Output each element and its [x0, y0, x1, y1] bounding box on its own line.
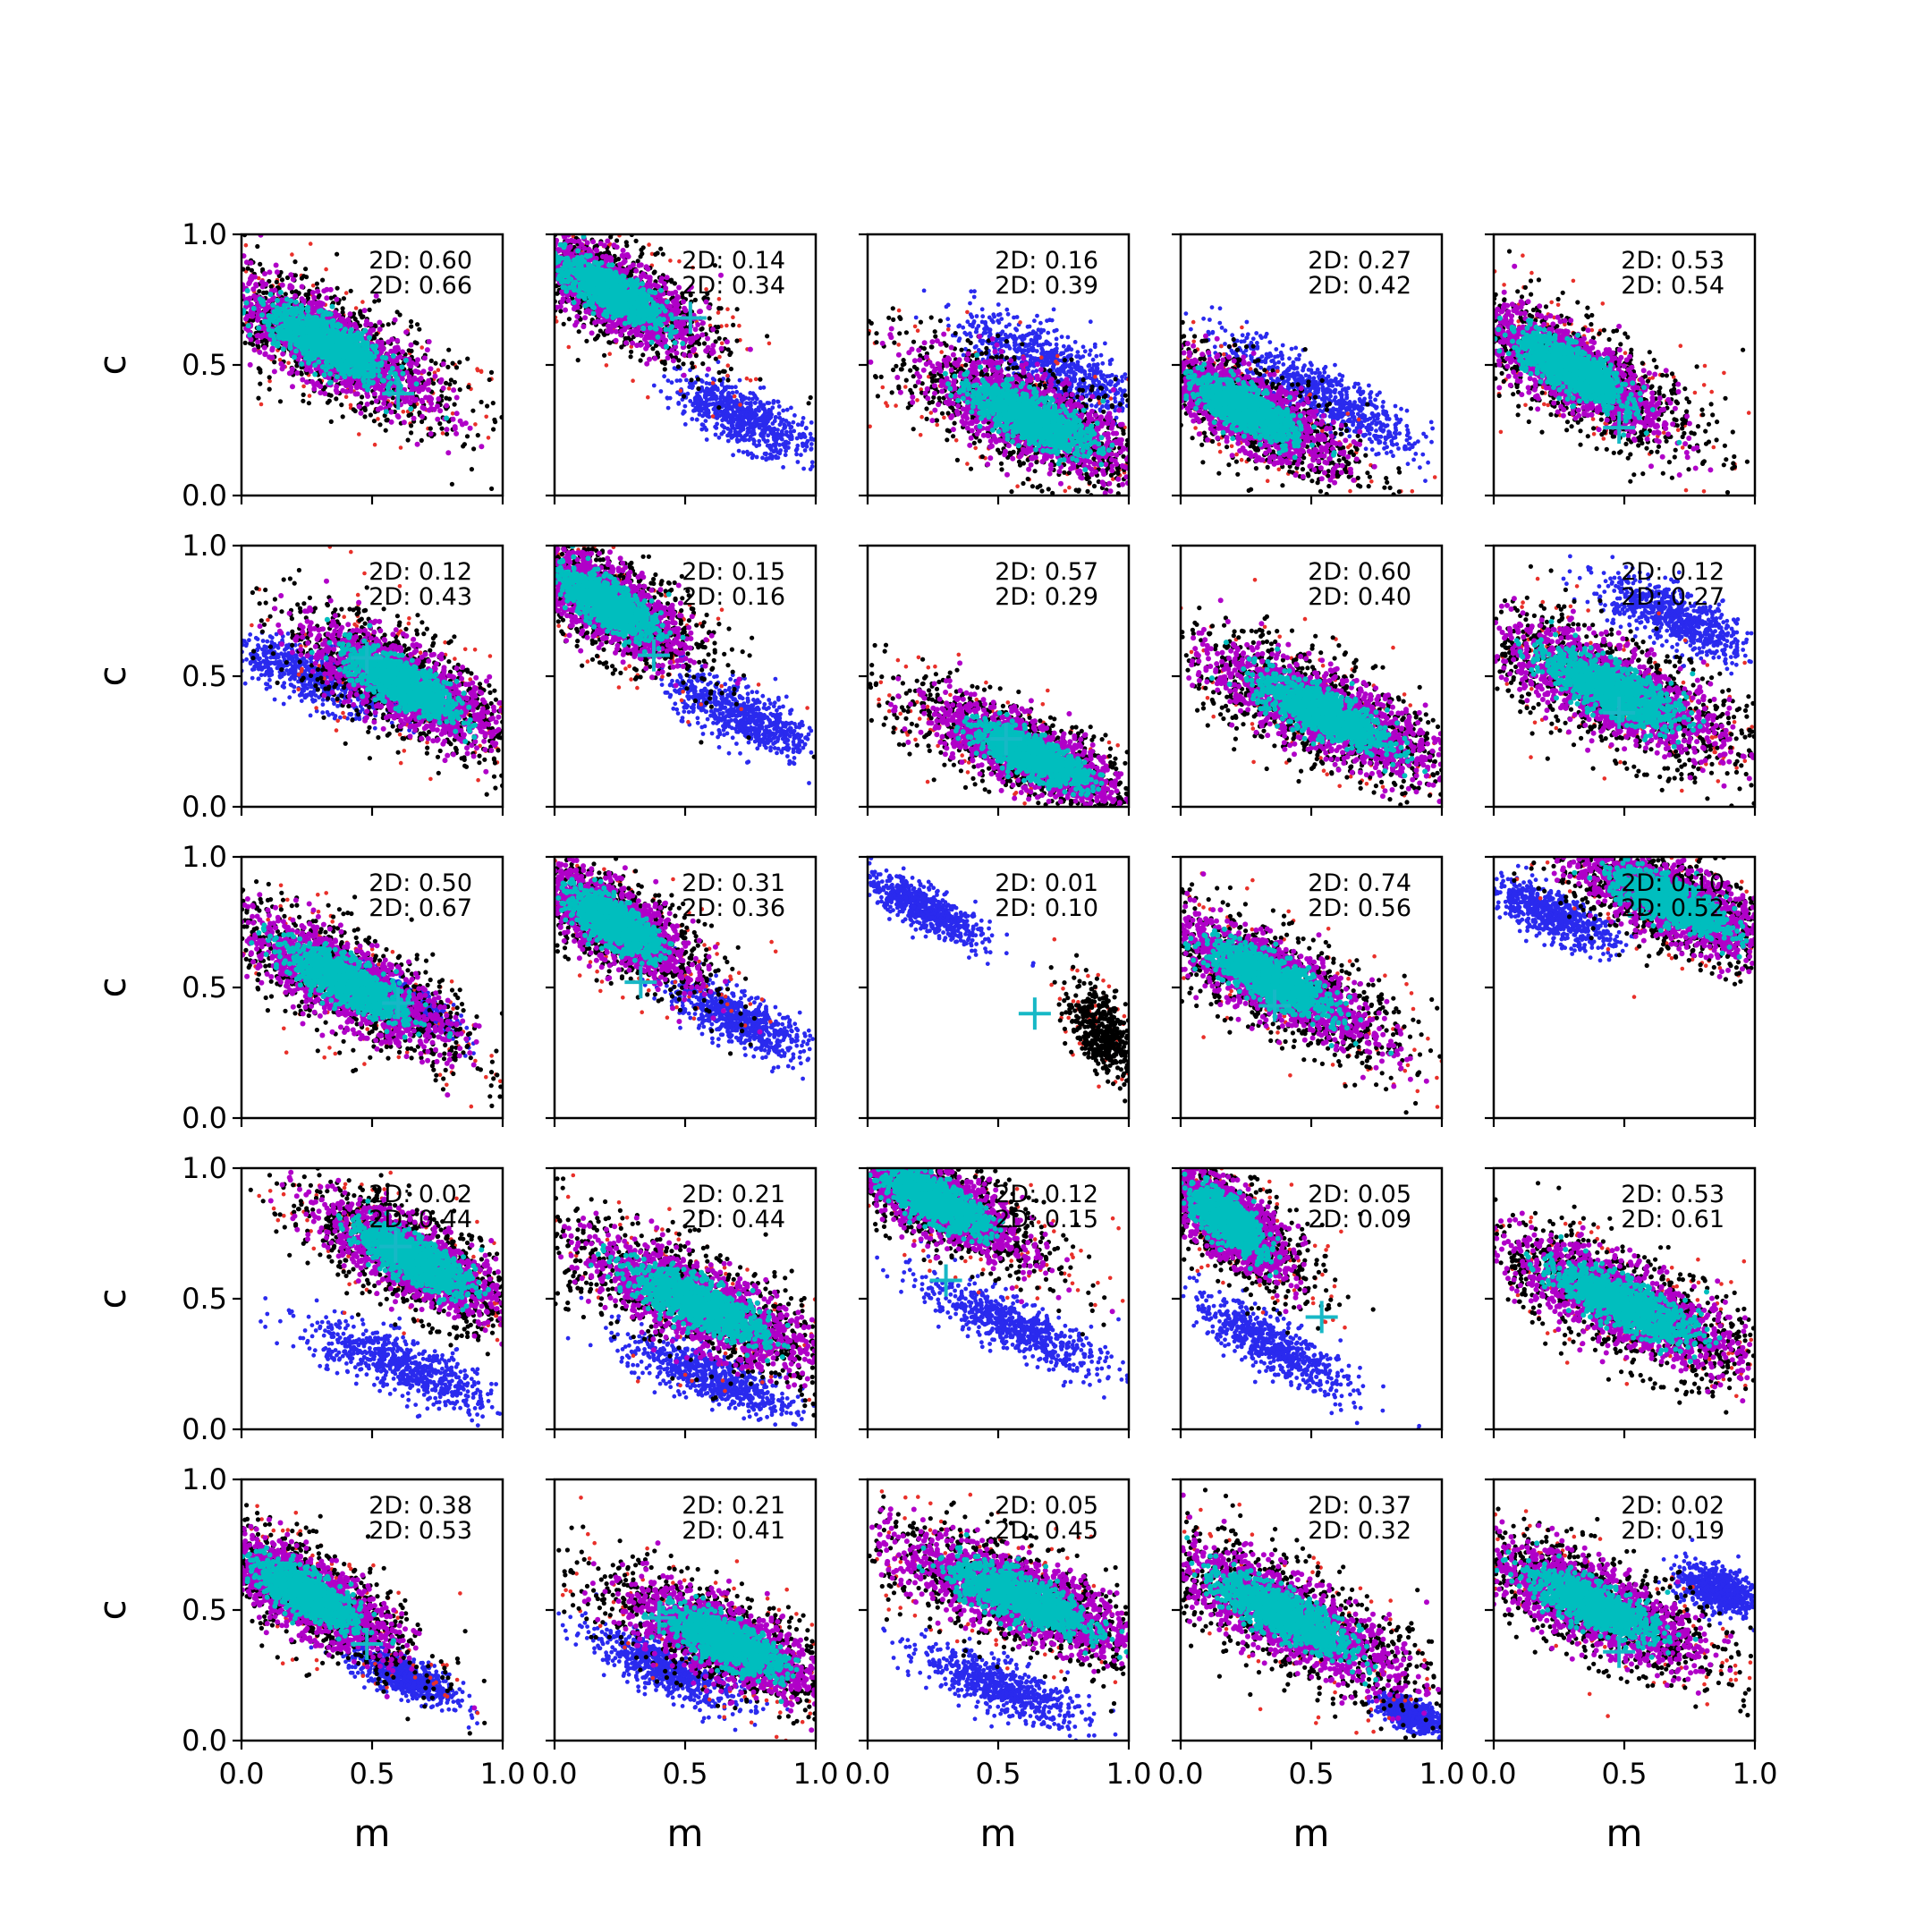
- x-axis-label: m: [667, 1811, 704, 1855]
- x-tick-label: 0.5: [350, 1757, 395, 1791]
- stat-label: 2D: 0.27: [1621, 583, 1724, 611]
- stat-label: 2D: 0.10: [995, 894, 1098, 922]
- x-tick-label: 1.0: [1419, 1757, 1465, 1791]
- stat-label: 2D: 0.19: [1621, 1517, 1724, 1545]
- x-tick-label: 1.0: [1106, 1757, 1152, 1791]
- stat-label: 2D: 0.44: [369, 1206, 472, 1233]
- y-tick-label: 0.5: [182, 659, 227, 693]
- x-tick-label: 0.0: [219, 1757, 265, 1791]
- x-tick-label: 1.0: [480, 1757, 526, 1791]
- stat-label: 2D: 0.43: [369, 583, 472, 611]
- stat-label: 2D: 0.12: [1621, 558, 1724, 586]
- x-tick-label: 0.5: [1289, 1757, 1335, 1791]
- x-tick-label: 0.5: [1602, 1757, 1648, 1791]
- stat-label: 2D: 0.36: [682, 894, 785, 922]
- stat-label: 2D: 0.12: [369, 558, 472, 586]
- stat-label: 2D: 0.29: [995, 583, 1098, 611]
- stat-label: 2D: 0.56: [1308, 894, 1411, 922]
- x-axis-label: m: [1293, 1811, 1330, 1855]
- x-tick-label: 0.0: [845, 1757, 891, 1791]
- stat-label: 2D: 0.45: [995, 1517, 1098, 1545]
- y-tick-label: 0.5: [182, 1593, 227, 1627]
- stat-label: 2D: 0.60: [369, 247, 472, 275]
- stat-label: 2D: 0.05: [1308, 1181, 1411, 1208]
- stat-label: 2D: 0.57: [995, 558, 1098, 586]
- stat-label: 2D: 0.05: [995, 1492, 1098, 1520]
- stat-label: 2D: 0.41: [682, 1517, 785, 1545]
- stat-label: 2D: 0.02: [1621, 1492, 1724, 1520]
- stat-label: 2D: 0.01: [995, 869, 1098, 897]
- stat-label: 2D: 0.60: [1308, 558, 1411, 586]
- stat-label: 2D: 0.31: [682, 869, 785, 897]
- x-tick-label: 0.0: [1471, 1757, 1517, 1791]
- y-tick-label: 0.0: [182, 790, 227, 824]
- stat-label: 2D: 0.16: [995, 247, 1098, 275]
- x-tick-label: 1.0: [793, 1757, 839, 1791]
- stat-label: 2D: 0.53: [1621, 247, 1724, 275]
- stat-label: 2D: 0.50: [369, 869, 472, 897]
- stat-label: 2D: 0.44: [682, 1206, 785, 1233]
- stat-label: 2D: 0.15: [995, 1206, 1098, 1233]
- stat-label: 2D: 0.32: [1308, 1517, 1411, 1545]
- stat-label: 2D: 0.74: [1308, 869, 1411, 897]
- y-tick-label: 1.0: [182, 840, 227, 874]
- stat-label: 2D: 0.15: [682, 558, 785, 586]
- x-tick-label: 1.0: [1733, 1757, 1778, 1791]
- y-tick-label: 1.0: [182, 1151, 227, 1185]
- y-axis-label: c: [90, 977, 134, 997]
- y-tick-label: 0.5: [182, 970, 227, 1004]
- stat-label: 2D: 0.34: [682, 272, 785, 300]
- x-tick-label: 0.5: [976, 1757, 1021, 1791]
- x-tick-label: 0.0: [532, 1757, 578, 1791]
- y-axis-label: c: [90, 665, 134, 686]
- stat-label: 2D: 0.53: [1621, 1181, 1724, 1208]
- stat-label: 2D: 0.42: [1308, 272, 1411, 300]
- x-tick-label: 0.0: [1158, 1757, 1204, 1791]
- stat-label: 2D: 0.02: [369, 1181, 472, 1208]
- x-axis-label: m: [1606, 1811, 1643, 1855]
- stat-label: 2D: 0.27: [1308, 247, 1411, 275]
- stat-label: 2D: 0.61: [1621, 1206, 1724, 1233]
- stat-label: 2D: 0.54: [1621, 272, 1724, 300]
- stat-label: 2D: 0.16: [682, 583, 785, 611]
- stat-label: 2D: 0.09: [1308, 1206, 1411, 1233]
- y-axis-label: c: [90, 354, 134, 375]
- y-axis-label: c: [90, 1288, 134, 1309]
- stat-label: 2D: 0.38: [369, 1492, 472, 1520]
- stat-label: 2D: 0.21: [682, 1492, 785, 1520]
- stat-label: 2D: 0.12: [995, 1181, 1098, 1208]
- y-tick-label: 0.5: [182, 348, 227, 382]
- y-axis-label: c: [90, 1599, 134, 1620]
- y-tick-label: 1.0: [182, 1462, 227, 1496]
- y-tick-label: 0.0: [182, 1412, 227, 1446]
- stat-label: 2D: 0.14: [682, 247, 785, 275]
- stat-label: 2D: 0.53: [369, 1517, 472, 1545]
- y-tick-label: 1.0: [182, 217, 227, 251]
- y-tick-label: 0.0: [182, 1101, 227, 1135]
- stat-label: 2D: 0.10: [1621, 869, 1724, 897]
- y-tick-label: 1.0: [182, 529, 227, 563]
- stat-label: 2D: 0.21: [682, 1181, 785, 1208]
- stat-label: 2D: 0.67: [369, 894, 472, 922]
- stat-label: 2D: 0.37: [1308, 1492, 1411, 1520]
- x-axis-label: m: [354, 1811, 391, 1855]
- y-tick-label: 0.0: [182, 479, 227, 513]
- stat-label: 2D: 0.39: [995, 272, 1098, 300]
- y-tick-label: 0.0: [182, 1724, 227, 1758]
- stat-label: 2D: 0.40: [1308, 583, 1411, 611]
- x-axis-label: m: [980, 1811, 1017, 1855]
- y-tick-label: 0.5: [182, 1282, 227, 1316]
- stat-label: 2D: 0.52: [1621, 894, 1724, 922]
- x-tick-label: 0.5: [663, 1757, 708, 1791]
- stat-label: 2D: 0.66: [369, 272, 472, 300]
